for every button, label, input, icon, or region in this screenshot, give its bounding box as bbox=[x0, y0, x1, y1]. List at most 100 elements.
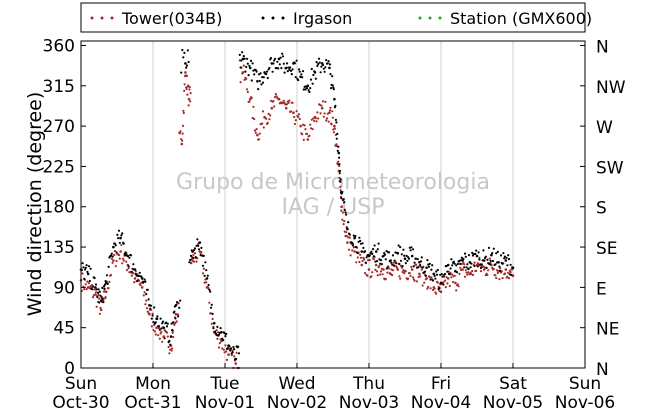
data-point bbox=[120, 243, 123, 247]
data-point bbox=[248, 64, 251, 67]
data-point bbox=[471, 273, 475, 277]
data-point bbox=[433, 287, 436, 290]
data-point bbox=[242, 64, 245, 67]
data-point bbox=[252, 105, 255, 108]
data-point bbox=[216, 325, 219, 328]
data-point bbox=[198, 241, 202, 244]
data-point bbox=[419, 275, 422, 278]
data-point bbox=[385, 250, 388, 253]
data-point bbox=[176, 313, 180, 316]
data-point bbox=[273, 57, 277, 60]
data-point bbox=[391, 254, 395, 257]
data-point bbox=[432, 272, 436, 276]
data-point bbox=[166, 322, 169, 325]
data-point bbox=[431, 279, 435, 282]
data-point bbox=[270, 106, 274, 110]
data-point bbox=[247, 74, 250, 77]
data-point bbox=[119, 250, 122, 253]
data-point bbox=[255, 70, 258, 73]
data-point bbox=[183, 51, 186, 55]
data-point bbox=[322, 115, 325, 118]
data-point bbox=[139, 284, 142, 287]
data-point bbox=[262, 126, 265, 129]
data-point bbox=[401, 270, 404, 274]
data-point bbox=[331, 75, 334, 78]
data-point bbox=[112, 245, 115, 249]
data-point bbox=[482, 249, 485, 252]
data-point bbox=[140, 277, 144, 280]
data-point bbox=[463, 263, 466, 266]
data-point bbox=[335, 121, 338, 124]
data-point bbox=[499, 254, 503, 257]
data-point bbox=[85, 264, 88, 267]
data-point bbox=[450, 276, 453, 279]
data-point bbox=[241, 71, 245, 74]
data-point bbox=[446, 282, 449, 285]
data-point bbox=[509, 263, 512, 266]
data-point bbox=[184, 71, 187, 74]
data-point bbox=[162, 326, 166, 330]
data-point bbox=[475, 269, 478, 272]
data-point bbox=[117, 237, 120, 240]
data-point bbox=[87, 265, 91, 268]
data-point bbox=[114, 265, 117, 268]
data-point bbox=[374, 250, 378, 253]
data-point bbox=[494, 263, 497, 266]
data-point bbox=[349, 254, 352, 257]
y-tick-label: 270 bbox=[43, 117, 75, 137]
data-point bbox=[320, 106, 324, 110]
data-point bbox=[451, 280, 455, 284]
data-point bbox=[197, 244, 200, 247]
data-point bbox=[498, 265, 501, 268]
right-tick-label: NW bbox=[596, 78, 626, 98]
data-point bbox=[333, 97, 336, 101]
data-point bbox=[94, 291, 98, 294]
data-point bbox=[194, 256, 197, 259]
data-point bbox=[294, 119, 297, 122]
data-point bbox=[122, 259, 125, 262]
data-point bbox=[473, 264, 476, 268]
data-point bbox=[187, 104, 190, 107]
data-point bbox=[338, 164, 341, 167]
legend-marker bbox=[90, 16, 94, 20]
data-point bbox=[340, 209, 343, 212]
data-point bbox=[423, 281, 426, 284]
data-point bbox=[186, 49, 189, 52]
data-point bbox=[259, 72, 262, 75]
x-tick-date: Nov-04 bbox=[411, 393, 472, 409]
data-point bbox=[196, 238, 199, 241]
data-point bbox=[154, 333, 157, 336]
data-point bbox=[455, 271, 459, 274]
data-point bbox=[450, 258, 453, 261]
data-point bbox=[403, 257, 407, 261]
y-tick-label: 360 bbox=[43, 36, 75, 56]
data-point bbox=[249, 59, 253, 63]
data-point bbox=[285, 103, 289, 106]
x-tick-day: Tue bbox=[209, 374, 239, 394]
data-point bbox=[251, 62, 254, 65]
data-point bbox=[149, 307, 152, 310]
data-point bbox=[464, 255, 467, 258]
data-point bbox=[332, 131, 335, 134]
data-point bbox=[341, 190, 344, 194]
x-tick-day: Mon bbox=[135, 374, 171, 394]
data-point bbox=[179, 130, 182, 133]
data-point bbox=[169, 335, 173, 338]
data-point bbox=[356, 256, 359, 259]
data-point bbox=[420, 256, 423, 259]
data-point bbox=[130, 270, 133, 273]
data-point bbox=[91, 288, 94, 291]
legend-label: Tower(034B) bbox=[121, 9, 222, 28]
data-point bbox=[255, 128, 258, 131]
data-point bbox=[101, 286, 104, 289]
data-point bbox=[117, 254, 121, 257]
data-point bbox=[398, 275, 401, 278]
data-point bbox=[291, 68, 294, 71]
data-point bbox=[222, 348, 225, 351]
data-point bbox=[400, 253, 403, 256]
data-point bbox=[260, 83, 263, 86]
data-point bbox=[282, 62, 285, 65]
data-point bbox=[466, 263, 469, 266]
x-tick-date: Oct-31 bbox=[124, 393, 181, 409]
data-point bbox=[399, 246, 402, 249]
